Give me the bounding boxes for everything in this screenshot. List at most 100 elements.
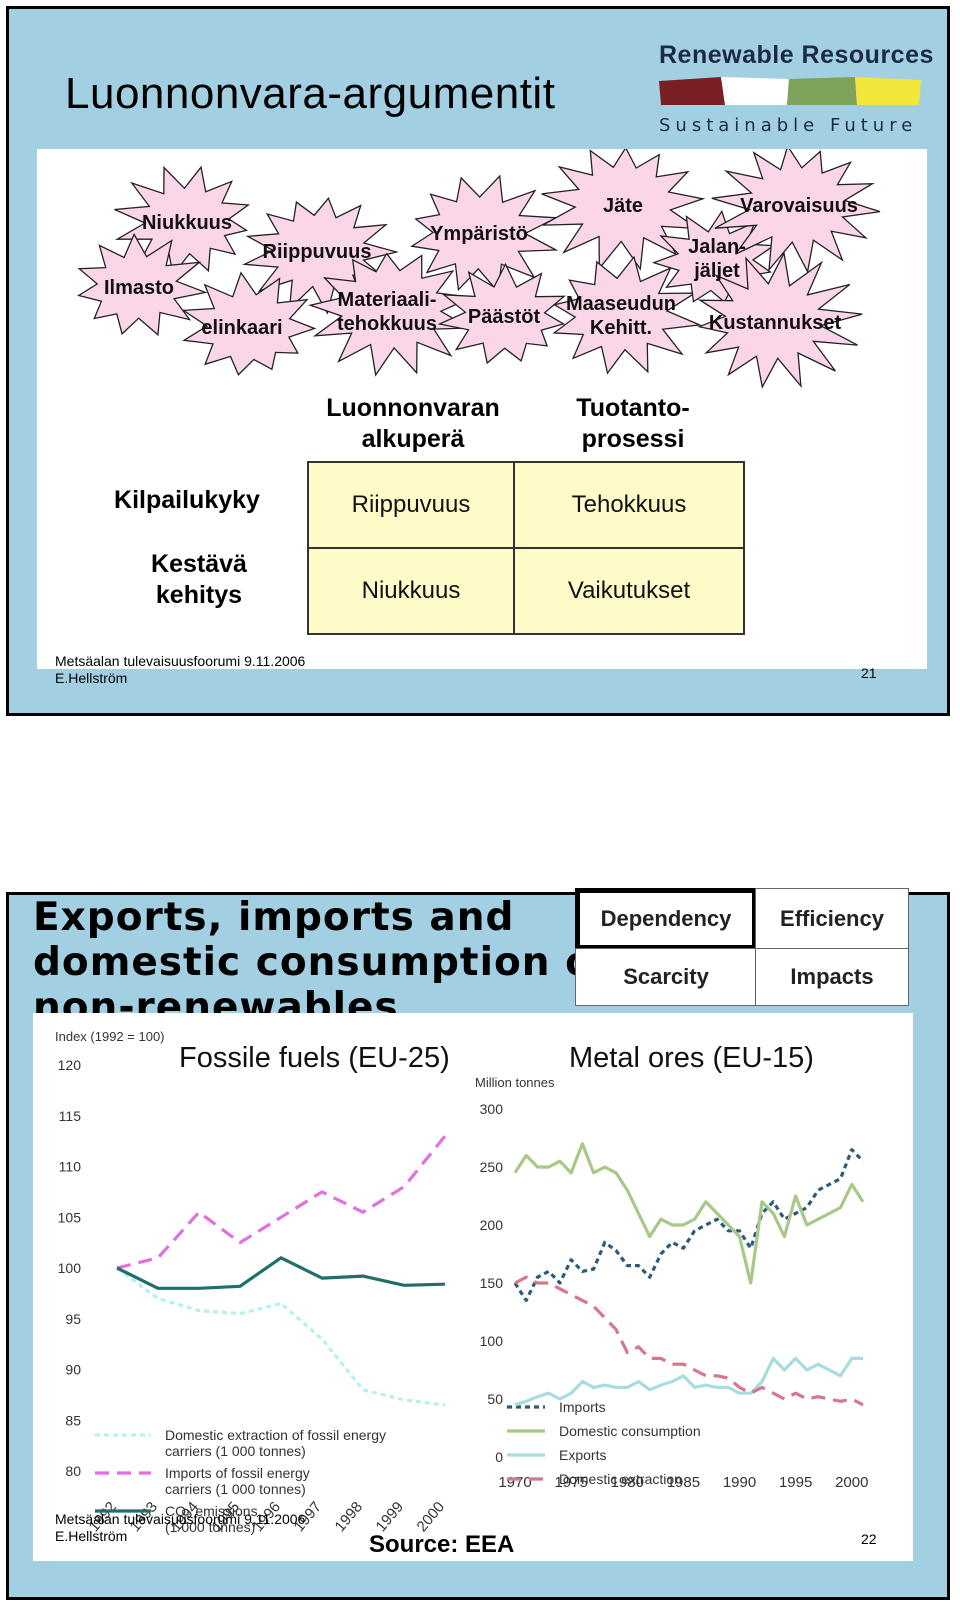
chart-title-0: Fossile fuels (EU-25) <box>179 1042 450 1074</box>
star-label-7: Jäte <box>602 195 644 217</box>
star-label-10: Varovaisuus <box>740 195 858 217</box>
slide-title: Luonnonvara-argumentit <box>65 69 556 118</box>
page-number: 22 <box>861 1531 877 1547</box>
legend-label: Imports of fossil energy carriers (1 000 … <box>165 1465 310 1497</box>
star-label-1: Riippuvuus <box>262 241 372 263</box>
col-header-process-text: Tuotanto-prosessi <box>576 394 690 453</box>
x-tick-label: 1970 <box>498 1474 531 1491</box>
footer: Metsäalan tulevaisuusfoorumi 9.11.2006 E… <box>55 653 305 687</box>
series-line-1-3 <box>514 1275 864 1407</box>
footer-author: E.Hellström <box>55 670 128 686</box>
title-line-1: Exports, imports and <box>33 895 515 940</box>
y-tick-label: 105 <box>58 1209 82 1225</box>
footer-forum: Metsäalan tulevaisuusfoorumi 9.11.2006 <box>55 653 306 669</box>
matrix-cell-scarcity: Niukkuus <box>307 547 515 635</box>
y-tick-label: 90 <box>65 1362 81 1378</box>
star-label-2: Ilmasto <box>103 277 175 299</box>
star-shape <box>651 209 776 304</box>
series-line-0-0 <box>116 1266 446 1407</box>
series-line-0-2 <box>116 1256 446 1290</box>
source-label: Source: EEA <box>369 1531 515 1558</box>
footer: Metsäalan tulevaisuusfoorumi 9.11.2006 E… <box>55 1511 305 1545</box>
row-header-sustainability-text: Kestävä kehitys <box>151 550 247 609</box>
chart-title-1: Metal ores (EU-15) <box>569 1042 814 1074</box>
slide-22: Exports, imports and domestic consumptio… <box>6 888 950 1600</box>
legend-label: CO₂ emissions (1 000 tonnes) <box>165 1503 258 1535</box>
y-tick-label: 50 <box>487 1391 503 1407</box>
star-shape <box>711 149 881 274</box>
title-line-2: domestic consumption of <box>33 940 611 985</box>
star-label-8: Maaseudun Kehitt. <box>565 293 677 339</box>
star-shape <box>114 165 251 277</box>
legend-label: Imports <box>559 1399 606 1415</box>
row-header-sustainability: Kestävä kehitys <box>151 549 247 611</box>
star-label-11: Kustannukset <box>708 312 842 334</box>
slide-21: Luonnonvara-argumentit Renewable Resourc… <box>6 6 950 716</box>
slide-title: Exports, imports and domestic consumptio… <box>33 895 611 1030</box>
y-tick-label: 200 <box>480 1217 504 1233</box>
x-tick-label: 1998 <box>332 1499 366 1535</box>
y-tick-label: 150 <box>480 1275 504 1291</box>
legend-label: Exports <box>559 1447 606 1463</box>
legend-label: Domestic extraction of fossil energy carr… <box>165 1427 386 1459</box>
star-label-9: Jalan-jäljet <box>688 236 746 282</box>
matrix-dependency: Dependency <box>575 888 757 950</box>
footer-forum: Metsäalan tulevaisuusfoorumi 9.11.2006 <box>55 1511 306 1527</box>
row-header-competitiveness: Kilpailukyky <box>114 486 260 514</box>
x-tick-label: 1999 <box>373 1499 407 1535</box>
page-number: 21 <box>861 665 877 681</box>
footer-author: E.Hellström <box>55 1528 128 1544</box>
x-tick-label: 1995 <box>779 1474 812 1491</box>
charts-panel: Fossile fuels (EU-25) Index (1992 = 100) 8… <box>33 1013 913 1561</box>
star-label-6: Päästöt <box>467 306 541 328</box>
col-header-process: Tuotanto-prosessi <box>576 393 689 455</box>
x-tick-label: 2000 <box>835 1474 868 1491</box>
chart-ylabel-1: Million tonnes <box>475 1075 555 1090</box>
star-label-5: Ympäristö <box>430 223 528 245</box>
series-line-1-0 <box>513 1148 865 1302</box>
chart-ylabel-0: Index (1992 = 100) <box>55 1029 165 1044</box>
charts-svg: Fossile fuels (EU-25) Index (1992 = 100) 8… <box>55 1029 868 1535</box>
y-tick-label: 100 <box>480 1333 504 1349</box>
star-shape <box>307 252 474 377</box>
star-shape <box>77 232 208 337</box>
argument-panel: Niukkuus Riippuvuus Ilmasto elinkaari Materi… <box>37 149 927 669</box>
matrix-impacts: Impacts <box>755 948 909 1006</box>
y-tick-label: 80 <box>65 1463 81 1479</box>
star-shape <box>697 251 863 389</box>
logo-top-text: Renewable Resources <box>659 41 934 69</box>
argument-stars <box>77 149 881 389</box>
y-tick-label: 95 <box>65 1311 81 1327</box>
col-header-origin: Luonnonvaran alkuperä <box>326 393 500 455</box>
star-label-0: Niukkuus <box>141 212 233 234</box>
y-tick-label: 300 <box>480 1101 504 1117</box>
matrix-cell-efficiency: Tehokkuus <box>513 461 745 549</box>
logo-bottom-text: Sustainable Future <box>659 115 918 136</box>
y-tick-label: 120 <box>58 1057 82 1073</box>
x-tick-label: 1975 <box>554 1474 587 1491</box>
x-tick-label: 1985 <box>667 1474 700 1491</box>
matrix-efficiency: Efficiency <box>755 888 909 950</box>
legend-label: Domestic extraction <box>559 1471 682 1487</box>
series-line-1-2 <box>514 1356 863 1407</box>
x-tick-label: 1980 <box>611 1474 644 1491</box>
star-label-4: Materiaali-tehokkuus <box>336 289 438 335</box>
matrix-cell-dependency: Riippuvuus <box>307 461 515 549</box>
renewable-resources-logo: Renewable Resources Sustainable Future <box>659 37 933 145</box>
col-header-origin-text: Luonnonvaran alkuperä <box>326 394 500 453</box>
matrix-cell-impacts: Vaikutukset <box>513 547 745 635</box>
x-tick-label: 2000 <box>414 1499 448 1535</box>
y-tick-label: 85 <box>65 1412 81 1428</box>
star-label-3: elinkaari <box>201 317 283 339</box>
y-tick-label: 100 <box>58 1260 82 1276</box>
series-line-1-1 <box>513 1142 865 1285</box>
y-tick-label: 0 <box>495 1449 503 1465</box>
y-tick-label: 115 <box>59 1108 82 1124</box>
star-shape <box>437 262 567 365</box>
matrix-scarcity: Scarcity <box>575 948 757 1006</box>
star-shape <box>181 271 317 376</box>
y-tick-label: 110 <box>59 1159 82 1175</box>
logo-color-band <box>659 77 921 105</box>
legend-label: Domestic consumption <box>559 1423 701 1439</box>
series-line-0-1 <box>116 1135 447 1270</box>
